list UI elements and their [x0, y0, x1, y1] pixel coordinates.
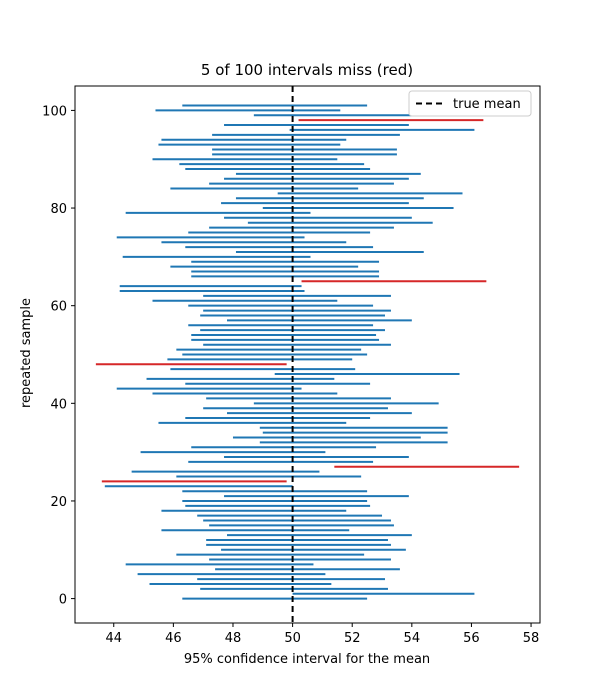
- y-tick-label: 20: [50, 495, 67, 510]
- plot-frame: [74, 85, 541, 624]
- x-tick-label: 52: [344, 631, 361, 646]
- chart-title: 5 of 100 intervals miss (red): [201, 61, 413, 79]
- x-tick-label: 54: [404, 631, 421, 646]
- x-axis-ticks: 44 46 48 50 52 54 56 58: [105, 623, 539, 646]
- x-tick-label: 56: [463, 631, 480, 646]
- legend-box: [408, 90, 532, 117]
- x-tick-label: 58: [523, 631, 540, 646]
- y-axis-label: repeated sample: [19, 298, 34, 408]
- legend: true mean: [408, 90, 532, 117]
- y-tick-label: 100: [42, 104, 67, 119]
- legend-true-mean-label: true mean: [453, 97, 521, 112]
- plot-area: [74, 85, 541, 624]
- y-tick-label: 80: [50, 202, 67, 217]
- y-tick-label: 0: [59, 593, 67, 608]
- x-axis-label: 95% confidence interval for the mean: [184, 652, 430, 667]
- y-tick-label: 60: [50, 300, 67, 315]
- y-axis-ticks: 0 20 40 60 80 100: [42, 104, 75, 608]
- x-tick-label: 44: [105, 631, 122, 646]
- intervals-group: [95, 104, 520, 600]
- x-tick-label: 46: [165, 631, 182, 646]
- x-tick-label: 48: [225, 631, 242, 646]
- x-tick-label: 50: [284, 631, 301, 646]
- y-tick-label: 40: [50, 397, 67, 412]
